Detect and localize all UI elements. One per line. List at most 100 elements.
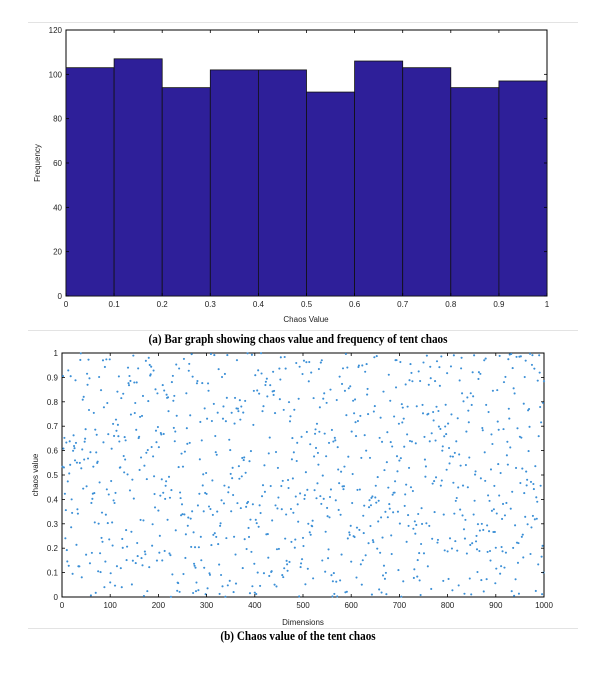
scatter-point: [521, 467, 524, 470]
scatter-point: [356, 488, 359, 491]
scatter-point: [205, 492, 208, 495]
scatter-point: [367, 542, 370, 545]
scatter-point: [514, 524, 517, 527]
scatter-point: [402, 417, 405, 420]
scatter-point: [169, 554, 172, 557]
scatter-point: [523, 375, 526, 379]
scatter-point: [320, 359, 323, 362]
bar-4: [257, 69, 307, 297]
scatter-point: [91, 497, 94, 500]
scatter-point: [90, 501, 93, 505]
scatter-point: [420, 542, 423, 546]
scatter-point: [480, 579, 483, 582]
scatter-point: [281, 574, 284, 577]
scatter-point: [125, 559, 128, 562]
scatter-point: [326, 506, 329, 509]
scatter-point: [221, 417, 225, 420]
scatter-point: [347, 387, 350, 390]
scatter-point: [266, 533, 269, 536]
scatter-point: [441, 445, 444, 448]
scatter-point: [505, 454, 508, 457]
scatter-point: [412, 576, 415, 580]
scatter-point: [289, 415, 292, 418]
bar-y-tick-label: 80: [53, 115, 62, 124]
scatter-point: [404, 493, 407, 496]
scatter-point: [336, 446, 339, 449]
scatter-point: [80, 467, 83, 470]
scatter-point: [452, 481, 455, 484]
scatter-point: [406, 433, 409, 436]
scatter-point: [509, 507, 512, 510]
scatter-point: [70, 498, 73, 501]
scatter-point: [102, 406, 105, 409]
scatter-point: [354, 435, 358, 438]
scatter-point: [119, 466, 122, 469]
scatter-point: [481, 426, 484, 430]
scatter-point: [321, 474, 324, 477]
scatter-point: [303, 497, 306, 500]
scatter-point: [326, 515, 329, 518]
scatter-point: [440, 355, 443, 358]
scatter-point: [175, 414, 178, 417]
scatter-point: [292, 511, 295, 514]
scatter-point: [372, 541, 375, 544]
scatter-point: [73, 459, 77, 462]
scatter-point: [256, 571, 259, 574]
scatter-point: [87, 408, 91, 412]
scatter-point: [120, 397, 123, 400]
scatter-x-tick-label: 0: [60, 601, 65, 610]
scatter-point: [378, 436, 381, 439]
scatter-point: [379, 416, 382, 419]
scatter-point: [295, 459, 298, 463]
bar-x-tick-label: 0.8: [445, 300, 457, 309]
scatter-y-tick-label: 0.6: [47, 447, 59, 456]
scatter-point: [209, 508, 212, 511]
caption-a: (a) Bar graph showing chaos value and fr…: [148, 331, 448, 346]
scatter-point: [394, 386, 398, 389]
scatter-point: [208, 573, 212, 576]
scatter-point: [391, 445, 394, 448]
scatter-point: [466, 486, 469, 489]
bar-chart: 0 0.1 0.2 0.3 0.4 0.5 0.6 0.7 0.8 0.9 1 0 20 40 60 80 1…: [33, 26, 550, 324]
scatter-point: [291, 477, 294, 480]
scatter-point: [68, 472, 71, 475]
scatter-point: [379, 551, 382, 554]
scatter-point: [331, 580, 334, 583]
scatter-point: [390, 552, 393, 556]
scatter-point: [464, 518, 467, 521]
scatter-point: [85, 485, 88, 488]
scatter-point: [265, 377, 268, 380]
scatter-point: [354, 421, 357, 424]
scatter-point: [412, 527, 415, 530]
scatter-point: [528, 407, 531, 411]
scatter-point: [503, 514, 507, 517]
scatter-point: [82, 395, 85, 398]
scatter-point: [469, 392, 472, 395]
scatter-point: [321, 559, 324, 562]
scatter-point: [395, 455, 399, 458]
scatter-point: [530, 526, 533, 529]
scatter-point: [311, 519, 314, 522]
scatter-point: [74, 441, 78, 444]
scatter-point: [119, 567, 122, 570]
scatter-point: [76, 508, 79, 511]
scatter-point: [181, 513, 184, 516]
scatter-point: [351, 472, 354, 476]
scatter-point: [262, 405, 265, 408]
scatter-point: [317, 463, 320, 466]
scatter-y-tick-label: 0.9: [47, 373, 59, 382]
scatter-point: [184, 533, 187, 536]
scatter-point: [406, 405, 409, 408]
scatter-point: [445, 468, 448, 471]
scatter-point: [193, 562, 196, 565]
scatter-point: [139, 415, 142, 418]
scatter-point: [192, 531, 195, 534]
scatter-point: [268, 436, 271, 439]
scatter-point: [100, 511, 104, 514]
scatter-point: [232, 494, 235, 497]
scatter-point: [325, 401, 328, 404]
scatter-point: [438, 366, 441, 369]
scatter-point: [273, 583, 276, 586]
scatter-point: [139, 456, 143, 459]
scatter-point: [430, 587, 433, 590]
